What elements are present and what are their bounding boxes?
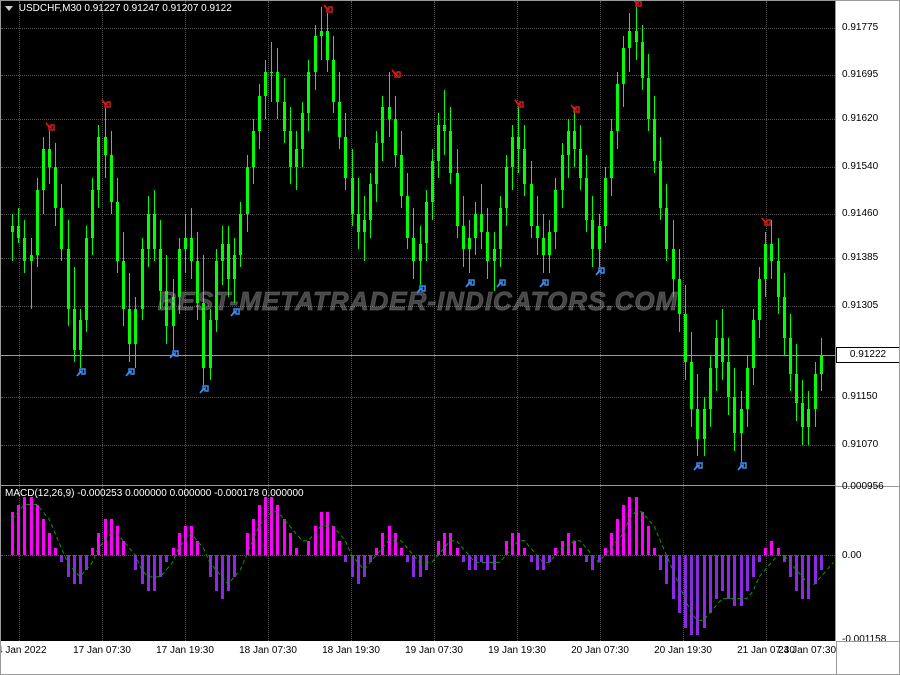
ind-y-tick-label: 0.000956 — [842, 481, 884, 492]
chart-window: USDCHF,M30 0.91227 0.91247 0.91207 0.912… — [0, 0, 900, 675]
arrow-up-icon — [594, 265, 606, 277]
axis-corner — [836, 641, 900, 675]
grid-horizontal — [1, 214, 835, 215]
price-pane[interactable]: USDCHF,M30 0.91227 0.91247 0.91207 0.912… — [1, 1, 836, 486]
arrow-up-icon — [538, 277, 550, 289]
ind-y-tick-label: 0.00 — [842, 550, 861, 561]
x-tick-label: 14 Jan 2022 — [0, 645, 47, 656]
arrow-down-icon — [631, 0, 643, 9]
macd-label: MACD(12,26,9) — [5, 488, 74, 499]
arrow-down-icon — [390, 68, 402, 80]
arrow-up-icon — [229, 306, 241, 318]
x-tick-label: 19 Jan 19:30 — [488, 645, 546, 656]
arrow-up-icon — [495, 277, 507, 289]
macd-v0: -0.000253 — [77, 488, 122, 499]
y-tick-label: 0.91775 — [842, 22, 878, 33]
arrow-down-icon — [513, 98, 525, 110]
grid-vertical — [102, 1, 103, 485]
grid-vertical — [268, 1, 269, 485]
arrow-down-icon — [569, 103, 581, 115]
y-tick-label: 0.91305 — [842, 300, 878, 311]
macd-v3: -0.000178 — [214, 488, 259, 499]
y-tick-label: 0.91150 — [842, 391, 877, 402]
grid-vertical — [517, 1, 518, 485]
price-y-axis: 0.91775 0.91695 0.91620 0.91540 0.91460 0.913… — [836, 1, 900, 486]
ohlc-3: 0.9122 — [201, 3, 232, 14]
grid-horizontal — [1, 119, 835, 120]
macd-v4: 0.000000 — [262, 488, 304, 499]
dropdown-icon[interactable] — [5, 6, 13, 11]
arrow-up-icon — [736, 460, 748, 472]
arrow-up-icon — [75, 366, 87, 378]
chart-title: USDCHF,M30 0.91227 0.91247 0.91207 0.912… — [5, 3, 232, 14]
ohlc-2: 0.91207 — [162, 3, 198, 14]
arrow-up-icon — [198, 383, 210, 395]
x-tick-label: 18 Jan 19:30 — [322, 645, 380, 656]
arrow-down-icon — [322, 3, 334, 15]
x-tick-label: 20 Jan 07:30 — [571, 645, 629, 656]
y-tick-label: 0.91620 — [842, 113, 878, 124]
arrow-down-icon — [44, 121, 56, 133]
arrow-up-icon — [415, 283, 427, 295]
y-tick-label: 0.91695 — [842, 69, 878, 80]
grid-horizontal — [1, 28, 835, 29]
grid-vertical — [683, 1, 684, 485]
time-axis: 14 Jan 2022 17 Jan 07:30 17 Jan 19:30 18 Ja… — [1, 641, 836, 675]
y-tick-label: 0.91070 — [842, 439, 878, 450]
y-tick-label: 0.91460 — [842, 208, 878, 219]
x-tick-label: 19 Jan 07:30 — [405, 645, 463, 656]
y-tick-label: 0.91385 — [842, 252, 878, 263]
grid-horizontal — [1, 75, 835, 76]
macd-v2: 0.000000 — [170, 488, 212, 499]
x-tick-label: 20 Jan 19:30 — [654, 645, 712, 656]
grid-vertical — [434, 1, 435, 485]
ohlc-1: 0.91247 — [123, 3, 159, 14]
x-tick-label: 18 Jan 07:30 — [239, 645, 297, 656]
grid-vertical — [351, 1, 352, 485]
arrow-up-icon — [124, 366, 136, 378]
indicator-pane[interactable]: MACD(12,26,9) -0.000253 0.000000 0.00000… — [1, 486, 836, 641]
x-tick-label: 17 Jan 07:30 — [73, 645, 131, 656]
indicator-title: MACD(12,26,9) -0.000253 0.000000 0.00000… — [5, 488, 304, 499]
indicator-y-axis: 0.0009560.00-0.001158 — [836, 486, 900, 641]
arrow-up-icon — [168, 348, 180, 360]
arrow-down-icon — [100, 98, 112, 110]
macd-signal-line — [1, 486, 836, 641]
ohlc-0: 0.91227 — [84, 3, 120, 14]
arrow-up-icon — [692, 460, 704, 472]
grid-horizontal — [1, 445, 835, 446]
grid-horizontal — [1, 167, 835, 168]
symbol-label: USDCHF,M30 — [19, 3, 82, 14]
y-tick-label: 0.91540 — [842, 161, 878, 172]
arrow-up-icon — [464, 277, 476, 289]
x-tick-label: 17 Jan 19:30 — [156, 645, 214, 656]
arrow-down-icon — [760, 216, 772, 228]
macd-v1: 0.000000 — [125, 488, 167, 499]
current-price-label: 0.91222 — [836, 347, 900, 363]
